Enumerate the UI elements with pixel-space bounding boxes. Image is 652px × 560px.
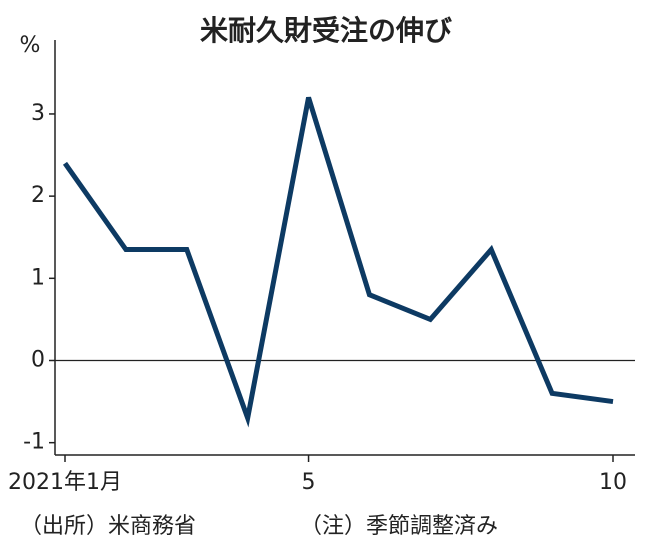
y-tick-label: 3	[31, 101, 45, 126]
y-tick-label: 0	[31, 347, 45, 372]
y-tick-label: 1	[31, 265, 45, 290]
x-tick-label: 10	[599, 470, 627, 495]
chart-title: 米耐久財受注の伸び	[200, 14, 452, 47]
note: （注）季節調整済み	[300, 514, 498, 539]
line	[62, 96, 614, 428]
x-tick-label: 5	[302, 470, 316, 495]
y-tick-label: 2	[31, 183, 45, 208]
source: （出所）米商務省	[20, 514, 196, 539]
x-tick-label: 2021年1月	[8, 470, 122, 495]
y-unit: %	[20, 33, 41, 58]
y-tick-label: -1	[23, 430, 45, 455]
